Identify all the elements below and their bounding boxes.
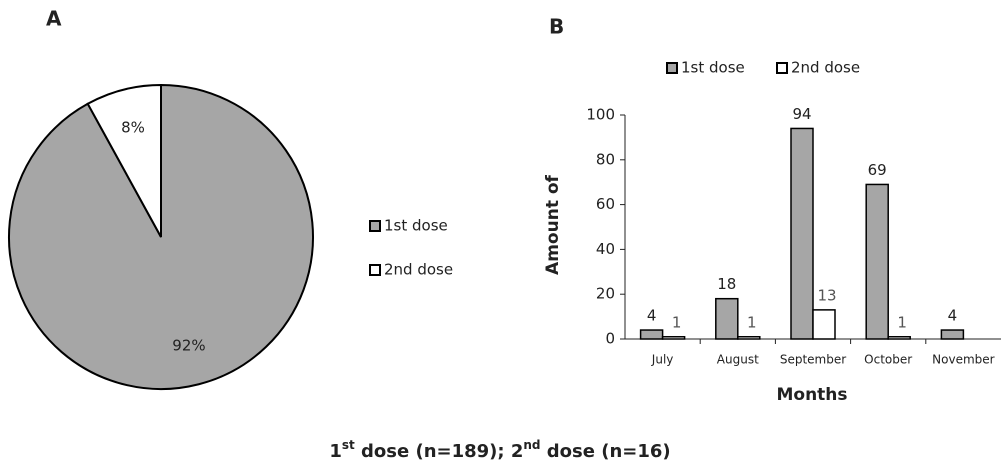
x-tick-label: August bbox=[717, 353, 759, 367]
y-tick-label: 20 bbox=[596, 285, 615, 303]
y-tick-label: 60 bbox=[596, 195, 615, 213]
data-label: 18 bbox=[717, 275, 736, 293]
data-label: 1 bbox=[747, 313, 757, 331]
bar bbox=[865, 183, 889, 340]
y-tick-label: 0 bbox=[605, 330, 615, 348]
pie-slice bbox=[86, 83, 162, 238]
caption-text: dose (n=189); bbox=[355, 441, 511, 462]
y-axis-label: Amount of bbox=[543, 174, 563, 274]
legend-label: 1st dose bbox=[384, 217, 448, 235]
data-label: 4 bbox=[647, 307, 657, 325]
legend-label: 1st dose bbox=[681, 59, 745, 77]
y-tick-label: 80 bbox=[596, 150, 615, 168]
bar bbox=[639, 329, 664, 340]
legend-swatch bbox=[369, 220, 381, 232]
caption: 1st dose (n=189); 2nd dose (n=16) bbox=[329, 438, 670, 463]
caption-sup: nd bbox=[523, 438, 540, 452]
data-label: 4 bbox=[948, 307, 958, 325]
data-label: 69 bbox=[868, 161, 887, 179]
x-tick-label: October bbox=[864, 353, 912, 367]
data-label: 94 bbox=[792, 105, 811, 123]
data-label: 1 bbox=[672, 313, 682, 331]
bar bbox=[812, 309, 836, 340]
x-axis-label: Months bbox=[776, 385, 847, 405]
value-label: 8% bbox=[121, 119, 145, 137]
x-tick-label: September bbox=[780, 353, 846, 367]
legend-label: 2nd dose bbox=[384, 261, 453, 279]
value-label: 92% bbox=[172, 336, 205, 354]
x-tick-label: July bbox=[651, 353, 674, 367]
data-label: 1 bbox=[897, 313, 907, 331]
caption-text: 1 bbox=[329, 441, 342, 462]
caption-text: 2 bbox=[511, 441, 524, 462]
data-label: 13 bbox=[817, 286, 836, 304]
legend-swatch bbox=[776, 62, 788, 74]
legend-label: 2nd dose bbox=[791, 59, 860, 77]
bar bbox=[887, 336, 911, 340]
y-tick-label: 100 bbox=[586, 106, 615, 124]
legend-swatch bbox=[666, 62, 678, 74]
bar bbox=[790, 127, 814, 340]
bar bbox=[715, 297, 739, 340]
panel-label: B bbox=[549, 15, 564, 39]
legend-swatch bbox=[369, 264, 381, 276]
caption-sup: st bbox=[342, 438, 355, 452]
bar bbox=[940, 329, 965, 340]
x-tick-label: November bbox=[932, 353, 994, 367]
bar bbox=[737, 336, 761, 340]
bar bbox=[661, 336, 686, 340]
caption-text: dose (n=16) bbox=[541, 441, 671, 462]
y-tick-label: 40 bbox=[596, 240, 615, 258]
panel-label: A bbox=[46, 7, 62, 31]
